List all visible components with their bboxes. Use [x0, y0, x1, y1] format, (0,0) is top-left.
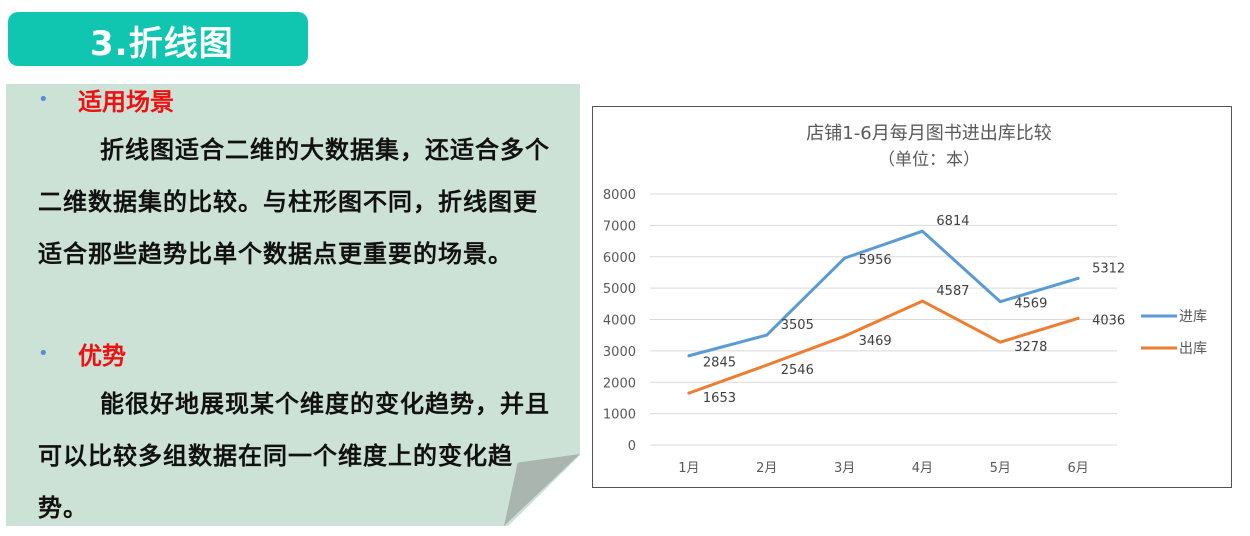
section-label-scenario: 适用场景	[78, 87, 174, 116]
section-label-advantage: 优势	[78, 341, 126, 370]
data-point	[1076, 276, 1080, 280]
chart-canvas: 店铺1-6月每月图书进出库比较 （单位：本） 0 1000 2000 3000 4000…	[603, 123, 1207, 476]
data-label: 5312	[1092, 261, 1125, 276]
data-label: 6814	[936, 214, 969, 229]
x-tick-label: 4月	[912, 461, 933, 476]
title-banner: 3.折线图	[8, 12, 308, 66]
line-chart: 店铺1-6月每月图书进出库比较 （单位：本） 0 1000 2000 3000 4000…	[592, 106, 1232, 488]
data-label: 3278	[1014, 340, 1047, 355]
x-tick-label: 5月	[990, 461, 1011, 476]
data-point	[998, 300, 1002, 304]
data-label: 3505	[781, 318, 814, 333]
data-label: 2845	[703, 356, 736, 371]
y-tick-label: 6000	[603, 251, 636, 266]
data-point	[920, 299, 924, 303]
series-line-1	[687, 229, 1080, 358]
data-point	[687, 391, 691, 395]
y-tick-label: 4000	[603, 314, 636, 329]
y-tick-label: 3000	[603, 345, 636, 360]
data-point	[920, 229, 924, 233]
data-label: 4569	[1014, 297, 1047, 312]
data-label: 4587	[936, 284, 969, 299]
data-label: 1653	[703, 391, 736, 406]
series-line-2	[687, 299, 1080, 395]
y-tick-label: 2000	[603, 376, 636, 391]
data-point	[843, 334, 847, 338]
text-panel	[6, 84, 580, 526]
data-label: 2546	[781, 363, 814, 378]
y-tick-label: 1000	[603, 408, 636, 423]
x-tick-label: 1月	[678, 461, 699, 476]
data-point	[1076, 316, 1080, 320]
x-tick-label: 6月	[1067, 461, 1088, 476]
data-point	[843, 256, 847, 260]
data-label: 5956	[859, 253, 892, 268]
data-point	[687, 354, 691, 358]
legend-label: 出库	[1179, 341, 1207, 357]
y-tick-label: 7000	[603, 219, 636, 234]
y-tick-label: 8000	[603, 188, 636, 203]
bullet-dot-icon: •	[38, 88, 49, 110]
bullet-scenario: • 适用场景	[38, 84, 174, 116]
chart-title: 店铺1-6月每月图书进出库比较	[806, 123, 1051, 144]
bullet-advantage: • 优势	[38, 338, 126, 370]
page-title: 3.折线图	[90, 24, 234, 64]
y-tick-label: 5000	[603, 282, 636, 297]
bullet-dot-icon: •	[38, 342, 49, 364]
data-label: 3469	[859, 334, 892, 349]
data-label: 4036	[1092, 313, 1125, 328]
data-point	[765, 363, 769, 367]
data-point	[765, 333, 769, 337]
data-point	[998, 340, 1002, 344]
x-tick-label: 2月	[756, 461, 777, 476]
x-tick-label: 3月	[834, 461, 855, 476]
y-tick-label: 0	[628, 439, 636, 454]
legend-label: 进库	[1179, 309, 1207, 325]
paragraph-scenario: 折线图适合二维的大数据集，还适合多个二维数据集的比较。与柱形图不同，折线图更适合…	[38, 136, 550, 268]
chart-subtitle: （单位：本）	[878, 150, 980, 170]
paragraph-advantage: 能很好地展现某个维度的变化趋势，并且可以比较多组数据在同一个维度上的变化趋势。	[38, 390, 550, 522]
